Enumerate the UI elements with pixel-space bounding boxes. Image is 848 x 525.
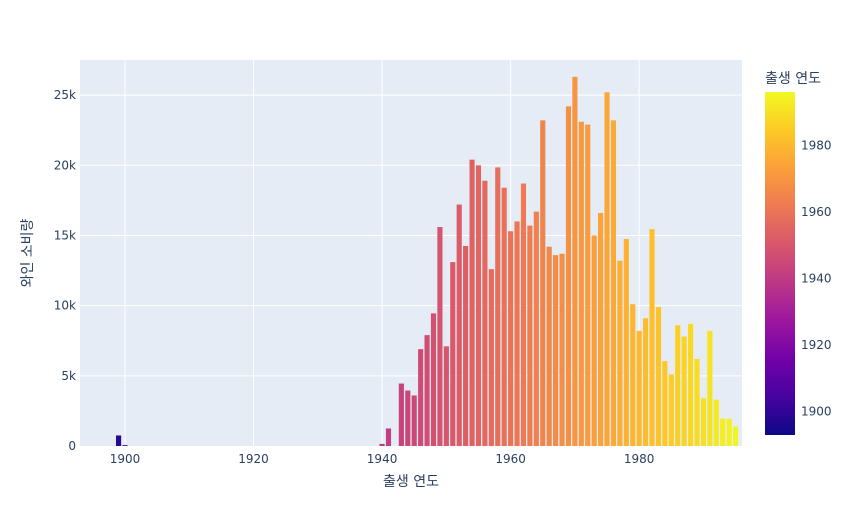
bar — [482, 180, 488, 446]
bar — [655, 307, 662, 446]
bar — [475, 165, 482, 446]
bar — [546, 246, 552, 446]
bar — [598, 213, 604, 446]
y-tick-label: 5k — [61, 369, 76, 383]
bar — [463, 245, 469, 446]
bar — [443, 346, 449, 446]
bar — [418, 349, 424, 446]
bar — [533, 211, 539, 446]
y-axis-title: 와인 소비량 — [20, 218, 36, 287]
bar — [726, 418, 732, 446]
bar — [122, 445, 128, 446]
bar — [617, 260, 623, 446]
colorbar-tick-label: 1940 — [801, 271, 832, 285]
colorbar-ticks: 1900 1920 1940 1960 1980 — [801, 138, 832, 418]
bar — [379, 443, 385, 446]
bar — [707, 330, 713, 446]
bar — [623, 238, 629, 446]
colorbar-tick-label: 1980 — [801, 138, 832, 152]
y-axis-ticks: 0 5k 10k 15k 20k 25k — [54, 88, 76, 453]
bar — [540, 120, 546, 447]
y-tick-label: 10k — [54, 299, 76, 313]
y-tick-label: 15k — [54, 228, 76, 242]
x-tick-label: 1980 — [624, 452, 655, 466]
bar — [398, 383, 404, 446]
colorbar-tick-label: 1920 — [801, 338, 832, 352]
bar — [495, 167, 501, 446]
bar — [501, 187, 507, 447]
bar — [649, 229, 655, 446]
bar — [385, 428, 392, 446]
bar — [565, 106, 572, 446]
x-tick-label: 1900 — [110, 452, 141, 466]
bar — [411, 395, 417, 446]
y-tick-label: 20k — [54, 158, 76, 172]
y-tick-label: 0 — [68, 439, 76, 453]
bar — [610, 120, 617, 447]
plot-area — [80, 60, 742, 446]
bar — [572, 76, 578, 446]
bar — [578, 121, 584, 446]
bar — [488, 269, 494, 446]
y-tick-label: 25k — [54, 88, 76, 102]
bar — [668, 374, 674, 446]
bar — [405, 390, 411, 446]
x-tick-label: 1940 — [367, 452, 398, 466]
bar — [681, 336, 687, 446]
bar — [604, 92, 610, 446]
bar — [508, 231, 514, 446]
bar — [694, 358, 700, 446]
x-axis-ticks: 1900 1920 1940 1960 1980 — [110, 452, 655, 466]
bar — [662, 361, 668, 446]
bar — [630, 304, 636, 446]
bar — [514, 221, 520, 446]
bar — [559, 253, 565, 446]
bars — [115, 76, 739, 447]
colorbar-tick-label: 1900 — [801, 405, 832, 419]
bar — [527, 225, 533, 446]
bar — [469, 159, 475, 446]
bar — [424, 335, 430, 446]
bar — [675, 325, 681, 446]
colorbar-tick-label: 1960 — [801, 205, 832, 219]
bar — [520, 183, 527, 446]
bar — [643, 318, 649, 446]
bar — [700, 398, 707, 446]
colorbar — [765, 92, 795, 435]
colorbar-title: 출생 연도 — [765, 71, 821, 87]
bar — [553, 255, 559, 446]
x-tick-label: 1960 — [495, 452, 526, 466]
bar — [585, 124, 591, 446]
bar — [688, 323, 694, 446]
bar — [115, 435, 122, 446]
bar — [636, 330, 642, 446]
bar — [430, 313, 437, 446]
bar — [720, 418, 726, 446]
x-axis-title: 출생 연도 — [383, 474, 439, 490]
bar — [450, 262, 456, 446]
bar — [456, 204, 462, 446]
bar — [733, 426, 739, 446]
x-tick-label: 1920 — [238, 452, 269, 466]
bar — [437, 227, 443, 446]
bar — [591, 235, 597, 446]
bar — [713, 399, 719, 446]
